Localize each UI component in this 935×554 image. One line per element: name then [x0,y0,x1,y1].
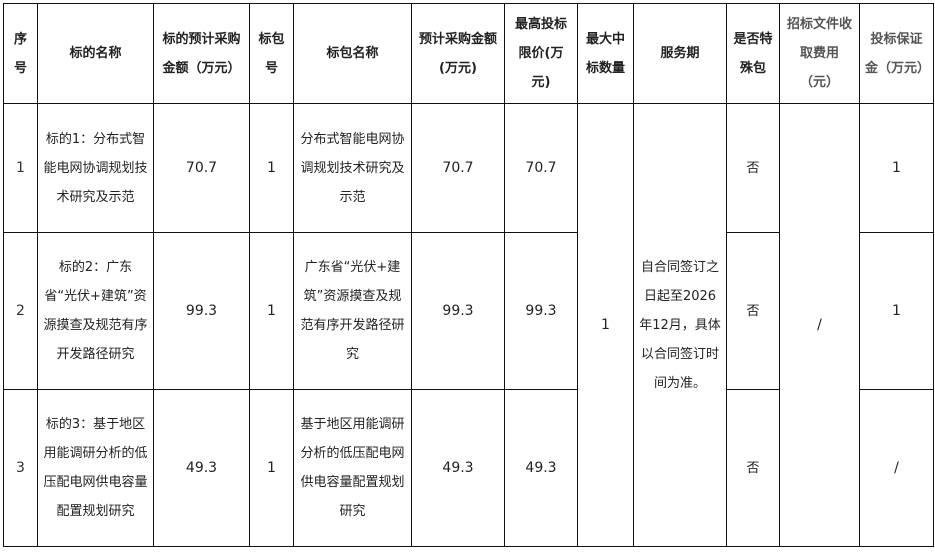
cell-seq: 2 [3,232,38,390]
cell-max-awards: 1 [577,103,634,547]
cell-lot-name: 标的3：基于地区用能调研分析的低压配电网供电容量配置规划研究 [37,389,154,547]
cell-max-price: 99.3 [504,232,578,390]
procurement-table: 序号 标的名称 标的预计采购金额（万元） 标包号 标包名称 预计采购金额(万元)… [3,3,934,547]
cell-lot-budget: 49.3 [153,389,250,547]
cell-pkg-no: 1 [249,103,294,233]
cell-pkg-name: 分布式智能电网协调规划技术研究及示范 [293,103,412,233]
header-pkg-no: 标包号 [249,3,294,104]
header-pkg-name: 标包名称 [293,3,412,104]
cell-pkg-name: 基于地区用能调研分析的低压配电网供电容量配置规划研究 [293,389,412,547]
table-row: 2 标的2：广东省“光伏+建筑”资源摸查及规范有序开发路径研究 99.3 1 广… [3,232,934,390]
cell-pkg-no: 1 [249,389,294,547]
cell-pkg-budget: 49.3 [411,389,505,547]
cell-bond: 1 [859,232,934,390]
cell-lot-name: 标的1：分布式智能电网协调规划技术研究及示范 [37,103,154,233]
cell-seq: 3 [3,389,38,547]
cell-lot-name: 标的2：广东省“光伏+建筑”资源摸查及规范有序开发路径研究 [37,232,154,390]
cell-bond: / [859,389,934,547]
cell-lot-budget: 70.7 [153,103,250,233]
header-max-awards: 最大中标数量 [577,3,634,104]
cell-max-price: 49.3 [504,389,578,547]
cell-pkg-budget: 99.3 [411,232,505,390]
cell-special: 否 [726,389,780,547]
header-max-price: 最高投标限价(万元) [504,3,578,104]
table-row: 3 标的3：基于地区用能调研分析的低压配电网供电容量配置规划研究 49.3 1 … [3,389,934,547]
header-service-period: 服务期 [633,3,727,104]
cell-special: 否 [726,232,780,390]
header-doc-fee: 招标文件收取费用（元） [779,3,860,104]
header-pkg-budget: 预计采购金额(万元) [411,3,505,104]
table-row: 1 标的1：分布式智能电网协调规划技术研究及示范 70.7 1 分布式智能电网协… [3,103,934,547]
cell-pkg-name: 广东省“光伏+建筑”资源摸查及规范有序开发路径研究 [293,232,412,390]
cell-doc-fee: / [779,103,860,547]
header-special-pkg: 是否特殊包 [726,3,780,104]
header-lot-budget: 标的预计采购金额（万元） [153,3,250,104]
cell-pkg-no: 1 [249,232,294,390]
header-bid-bond: 投标保证金（万元） [859,3,934,104]
cell-max-price: 70.7 [504,103,578,233]
header-seq: 序号 [3,3,38,104]
cell-service-period: 自合同签订之日起至2026年12月，具体以合同签订时间为准。 [633,103,727,547]
cell-seq: 1 [3,103,38,233]
cell-lot-budget: 99.3 [153,232,250,390]
cell-special: 否 [726,103,780,233]
header-row: 序号 标的名称 标的预计采购金额（万元） 标包号 标包名称 预计采购金额(万元)… [3,3,934,104]
header-lot-name: 标的名称 [37,3,154,104]
cell-bond: 1 [859,103,934,233]
cell-pkg-budget: 70.7 [411,103,505,233]
